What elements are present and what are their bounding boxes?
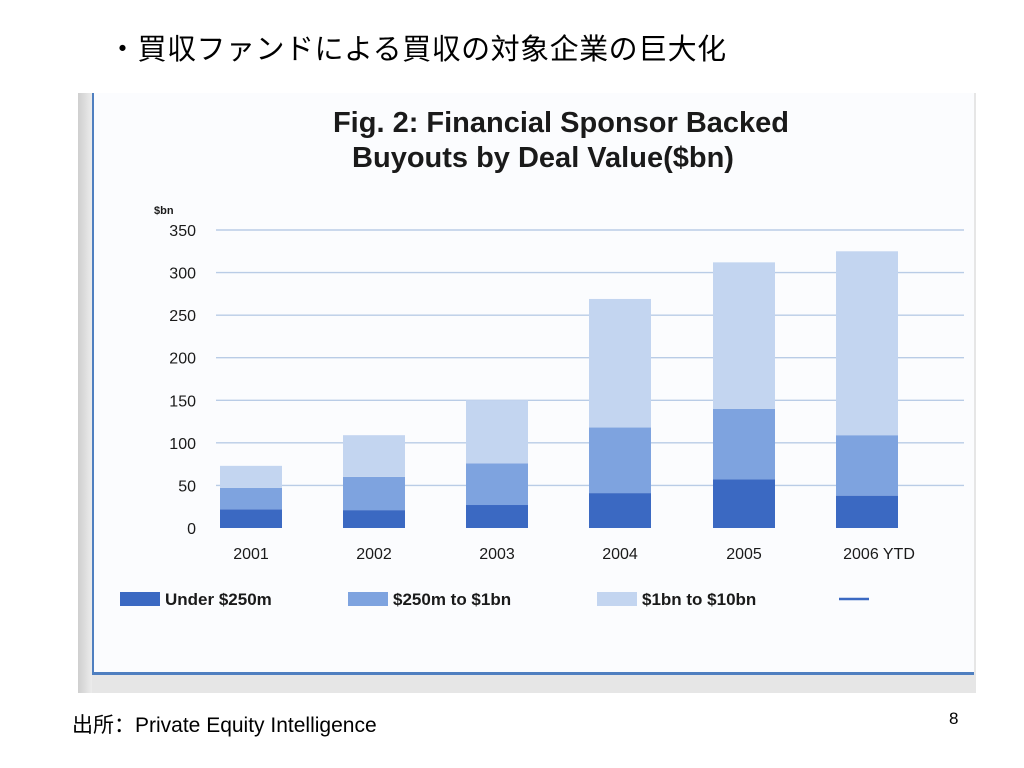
y-tick-label: 0 (187, 521, 196, 538)
chart-title-line-1: Fig. 2: Financial Sponsor Backed (332, 107, 790, 139)
legend-swatch (597, 592, 637, 606)
y-tick-label: 300 (169, 266, 196, 283)
figure-frame: Fig. 2: Financial Sponsor Backed Buyouts… (78, 93, 976, 693)
slide-title: ・買収ファンドによる買収の対象企業の巨大化 (108, 32, 727, 66)
page-number: 8 (949, 709, 959, 728)
bar-1bn-to-10bn-2002 (343, 435, 405, 477)
bar-1bn-to-10bn-2003 (466, 400, 528, 464)
y-tick-label: 200 (169, 351, 196, 368)
x-tick-label: 2002 (356, 546, 392, 563)
bar-under-250m-2006-ytd (836, 495, 898, 528)
bar-250m-to-1bn-2005 (713, 408, 775, 480)
x-tick-label: 2004 (602, 546, 638, 563)
figure-edge-strip (78, 93, 92, 693)
bar-under-250m-2005 (713, 479, 775, 528)
y-tick-label: 100 (169, 436, 196, 453)
legend-label: $1bn to $10bn (642, 590, 756, 609)
y-unit-label: $bn (154, 205, 174, 217)
bar-1bn-to-10bn-2005 (713, 262, 775, 409)
source-note: 出所：Private Equity Intelligence (72, 714, 377, 737)
bar-250m-to-1bn-2006-ytd (836, 435, 898, 496)
x-tick-label: 2005 (726, 546, 762, 563)
legend-label: $250m to $1bn (393, 590, 511, 609)
x-tick-label: 2003 (479, 546, 515, 563)
y-tick-label: 350 (169, 223, 196, 240)
y-tick-label: 250 (169, 308, 196, 325)
legend-swatch (120, 592, 160, 606)
x-tick-label: 2006 YTD (843, 546, 915, 563)
bar-1bn-to-10bn-2006-ytd (836, 251, 898, 436)
bar-under-250m-2003 (466, 505, 528, 528)
chart-panel: Fig. 2: Financial Sponsor Backed Buyouts… (92, 93, 974, 675)
legend-swatch (348, 592, 388, 606)
y-tick-label: 150 (169, 393, 196, 410)
bar-under-250m-2002 (343, 510, 405, 528)
bar-1bn-to-10bn-2001 (220, 465, 282, 488)
x-tick-label: 2001 (233, 546, 269, 563)
bar-250m-to-1bn-2001 (220, 487, 282, 510)
legend-label: Under $250m (165, 590, 272, 609)
bar-250m-to-1bn-2004 (589, 427, 651, 494)
bar-under-250m-2001 (220, 509, 282, 528)
bar-250m-to-1bn-2002 (343, 476, 405, 511)
stacked-bar-chart: $bn 0 50 100 150 200 250 300 350 2001 2002 2003 2004… (120, 205, 964, 609)
bar-250m-to-1bn-2003 (466, 463, 528, 506)
bar-1bn-to-10bn-2004 (589, 298, 651, 428)
y-tick-label: 50 (178, 478, 196, 495)
chart-title-line-2: Buyouts by Deal Value($bn) (352, 142, 734, 174)
bar-under-250m-2004 (589, 493, 651, 528)
